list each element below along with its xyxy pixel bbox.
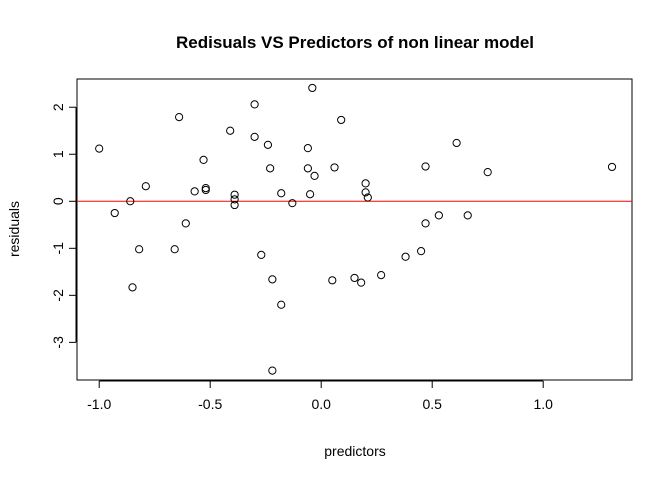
data-point [303,164,312,173]
x-tick-label: -1.0 [87,396,111,412]
chart-title: Redisuals VS Predictors of non linear mo… [176,33,534,52]
y-axis: -3 -2 -1 0 1 2 [50,103,77,349]
x-axis: -1.0 -0.5 0.0 0.5 1.0 [87,380,553,412]
data-point [230,200,239,210]
data-point [417,247,426,256]
data-point [128,283,137,292]
x-tick-label: 1.0 [533,396,553,412]
plot-frame [76,78,633,381]
data-point [135,245,144,254]
data-point [268,366,277,375]
data-point [175,112,184,122]
data-point [357,278,366,287]
data-point [288,199,297,208]
data-point [95,144,104,153]
data-point [607,162,617,172]
data-point [434,211,443,220]
data-point [350,273,359,283]
data-point [277,189,286,198]
data-point [263,140,273,149]
data-point [361,179,370,188]
y-tick-label: -1 [50,242,66,255]
data-point [310,171,319,180]
data-point [401,252,410,261]
data-point [421,219,430,228]
data-point [330,163,339,172]
data-point [452,138,461,148]
data-point [306,190,315,199]
data-point [328,276,337,285]
data-point [170,245,179,254]
data-point [268,275,277,284]
data-point [377,271,386,280]
y-tick-label: 0 [50,197,66,205]
x-tick-label: 0.5 [422,396,442,412]
data-point [277,300,286,309]
plot-area [76,78,633,381]
y-tick-label: -3 [50,336,66,349]
data-point [181,219,190,228]
x-axis-label: predictors [324,443,385,459]
y-tick-label: -2 [50,289,66,302]
data-point [421,162,430,171]
data-point [308,83,317,93]
x-tick-label: 0.0 [311,396,331,412]
data-point [250,100,259,109]
data-point [250,132,259,141]
data-point [363,193,372,202]
data-point [126,197,135,206]
data-point [199,155,208,164]
data-point [463,211,472,220]
y-tick-label: 2 [50,103,66,111]
data-point [226,126,235,135]
y-tick-label: 1 [50,150,66,158]
y-axis-label: residuals [6,201,22,257]
data-point [257,250,266,259]
data-point [201,185,210,195]
data-point [141,182,150,191]
data-point [361,188,370,197]
data-point [337,115,346,125]
x-tick-label: -0.5 [198,396,222,412]
data-point [230,190,239,199]
data-point [303,144,312,153]
data-point [266,164,275,173]
data-point [110,208,119,218]
points-layer [95,83,617,375]
data-point [230,195,239,204]
data-point [190,187,199,196]
data-point [483,168,492,177]
